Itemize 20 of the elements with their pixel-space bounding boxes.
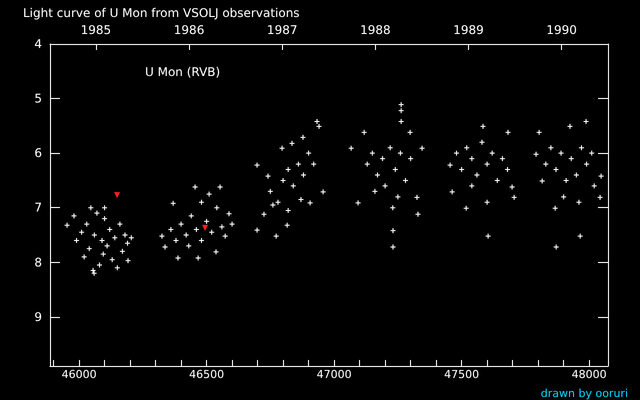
y-tick-label: 5 [34,92,42,106]
x2-tick-label: 1989 [453,23,484,37]
x-tick-label: 47500 [444,368,480,381]
x-tick-label: 46500 [189,368,224,381]
x-tick-label: 47000 [316,368,352,381]
x2-tick-label: 1986 [174,23,204,37]
text: drawn by ooruri [540,387,628,400]
y-tick-label: 4 [34,37,42,51]
x-tick-label: 46000 [62,368,97,381]
x2-tick-label: 1985 [80,23,112,37]
annotation: U Mon (RVB) [145,65,220,79]
x-tick-label: 48000 [572,368,607,381]
x2-tick-label: 1988 [360,23,391,37]
y-tick-label: 7 [34,200,42,215]
x2-tick-label: 1987 [266,23,298,37]
x2-tick-label: 1990 [546,23,577,37]
y-tick-label: 8 [34,255,42,270]
y-tick-label: 6 [34,146,42,160]
chart-title: Light curve of U Mon from VSOLJ observations [23,6,300,20]
y-tick-label: 9 [34,310,42,324]
